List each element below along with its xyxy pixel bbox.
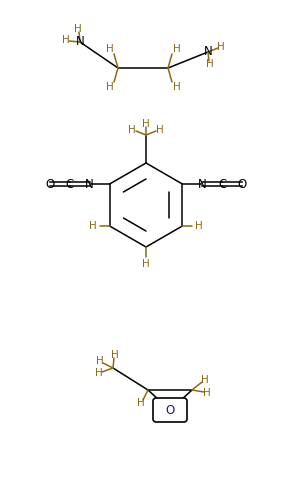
Text: N: N	[85, 177, 94, 191]
Text: O: O	[45, 177, 54, 191]
Text: H: H	[74, 24, 82, 34]
Text: H: H	[217, 42, 225, 52]
Text: H: H	[142, 119, 150, 129]
Text: H: H	[195, 221, 203, 231]
Text: H: H	[206, 59, 214, 69]
Text: H: H	[62, 35, 70, 45]
Text: C: C	[218, 177, 226, 191]
Text: H: H	[156, 125, 164, 135]
Text: H: H	[137, 398, 145, 408]
Text: H: H	[111, 350, 119, 360]
Text: H: H	[201, 375, 209, 385]
Text: N: N	[204, 46, 212, 58]
Text: H: H	[95, 368, 103, 378]
Text: C: C	[66, 177, 74, 191]
Text: N: N	[76, 35, 84, 49]
FancyBboxPatch shape	[153, 398, 187, 422]
Text: H: H	[128, 125, 136, 135]
Text: H: H	[142, 259, 150, 269]
Text: O: O	[238, 177, 247, 191]
Text: H: H	[173, 44, 181, 54]
Text: H: H	[203, 388, 211, 398]
Text: H: H	[173, 82, 181, 92]
Text: H: H	[96, 356, 104, 366]
Text: H: H	[106, 82, 114, 92]
Text: O: O	[165, 403, 175, 416]
Text: H: H	[106, 44, 114, 54]
Text: N: N	[198, 177, 207, 191]
Text: H: H	[89, 221, 96, 231]
